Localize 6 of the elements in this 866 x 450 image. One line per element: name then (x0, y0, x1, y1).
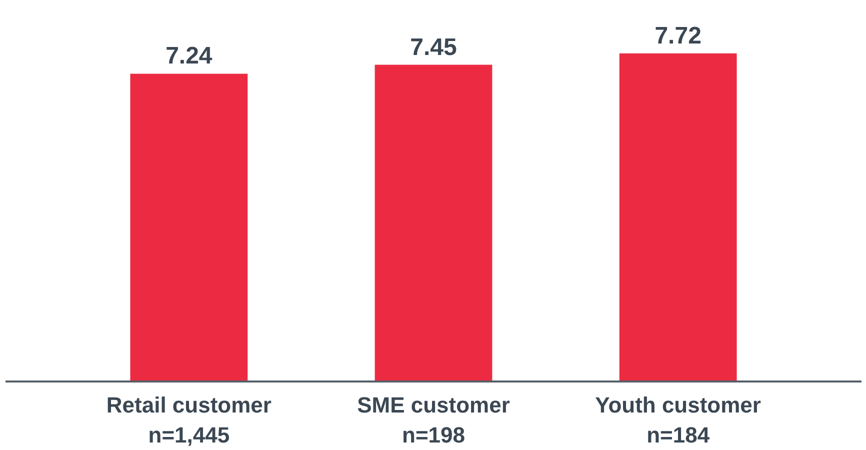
data-label: 7.24 (166, 42, 213, 70)
x-tick-label: SME customer n=198 (357, 392, 510, 448)
x-tick-label: Retail customer n=1,445 (106, 392, 272, 448)
x-tick-label: Youth customer n=184 (595, 392, 762, 448)
data-label: 7.45 (410, 34, 457, 61)
data-label: 7.72 (654, 22, 702, 50)
